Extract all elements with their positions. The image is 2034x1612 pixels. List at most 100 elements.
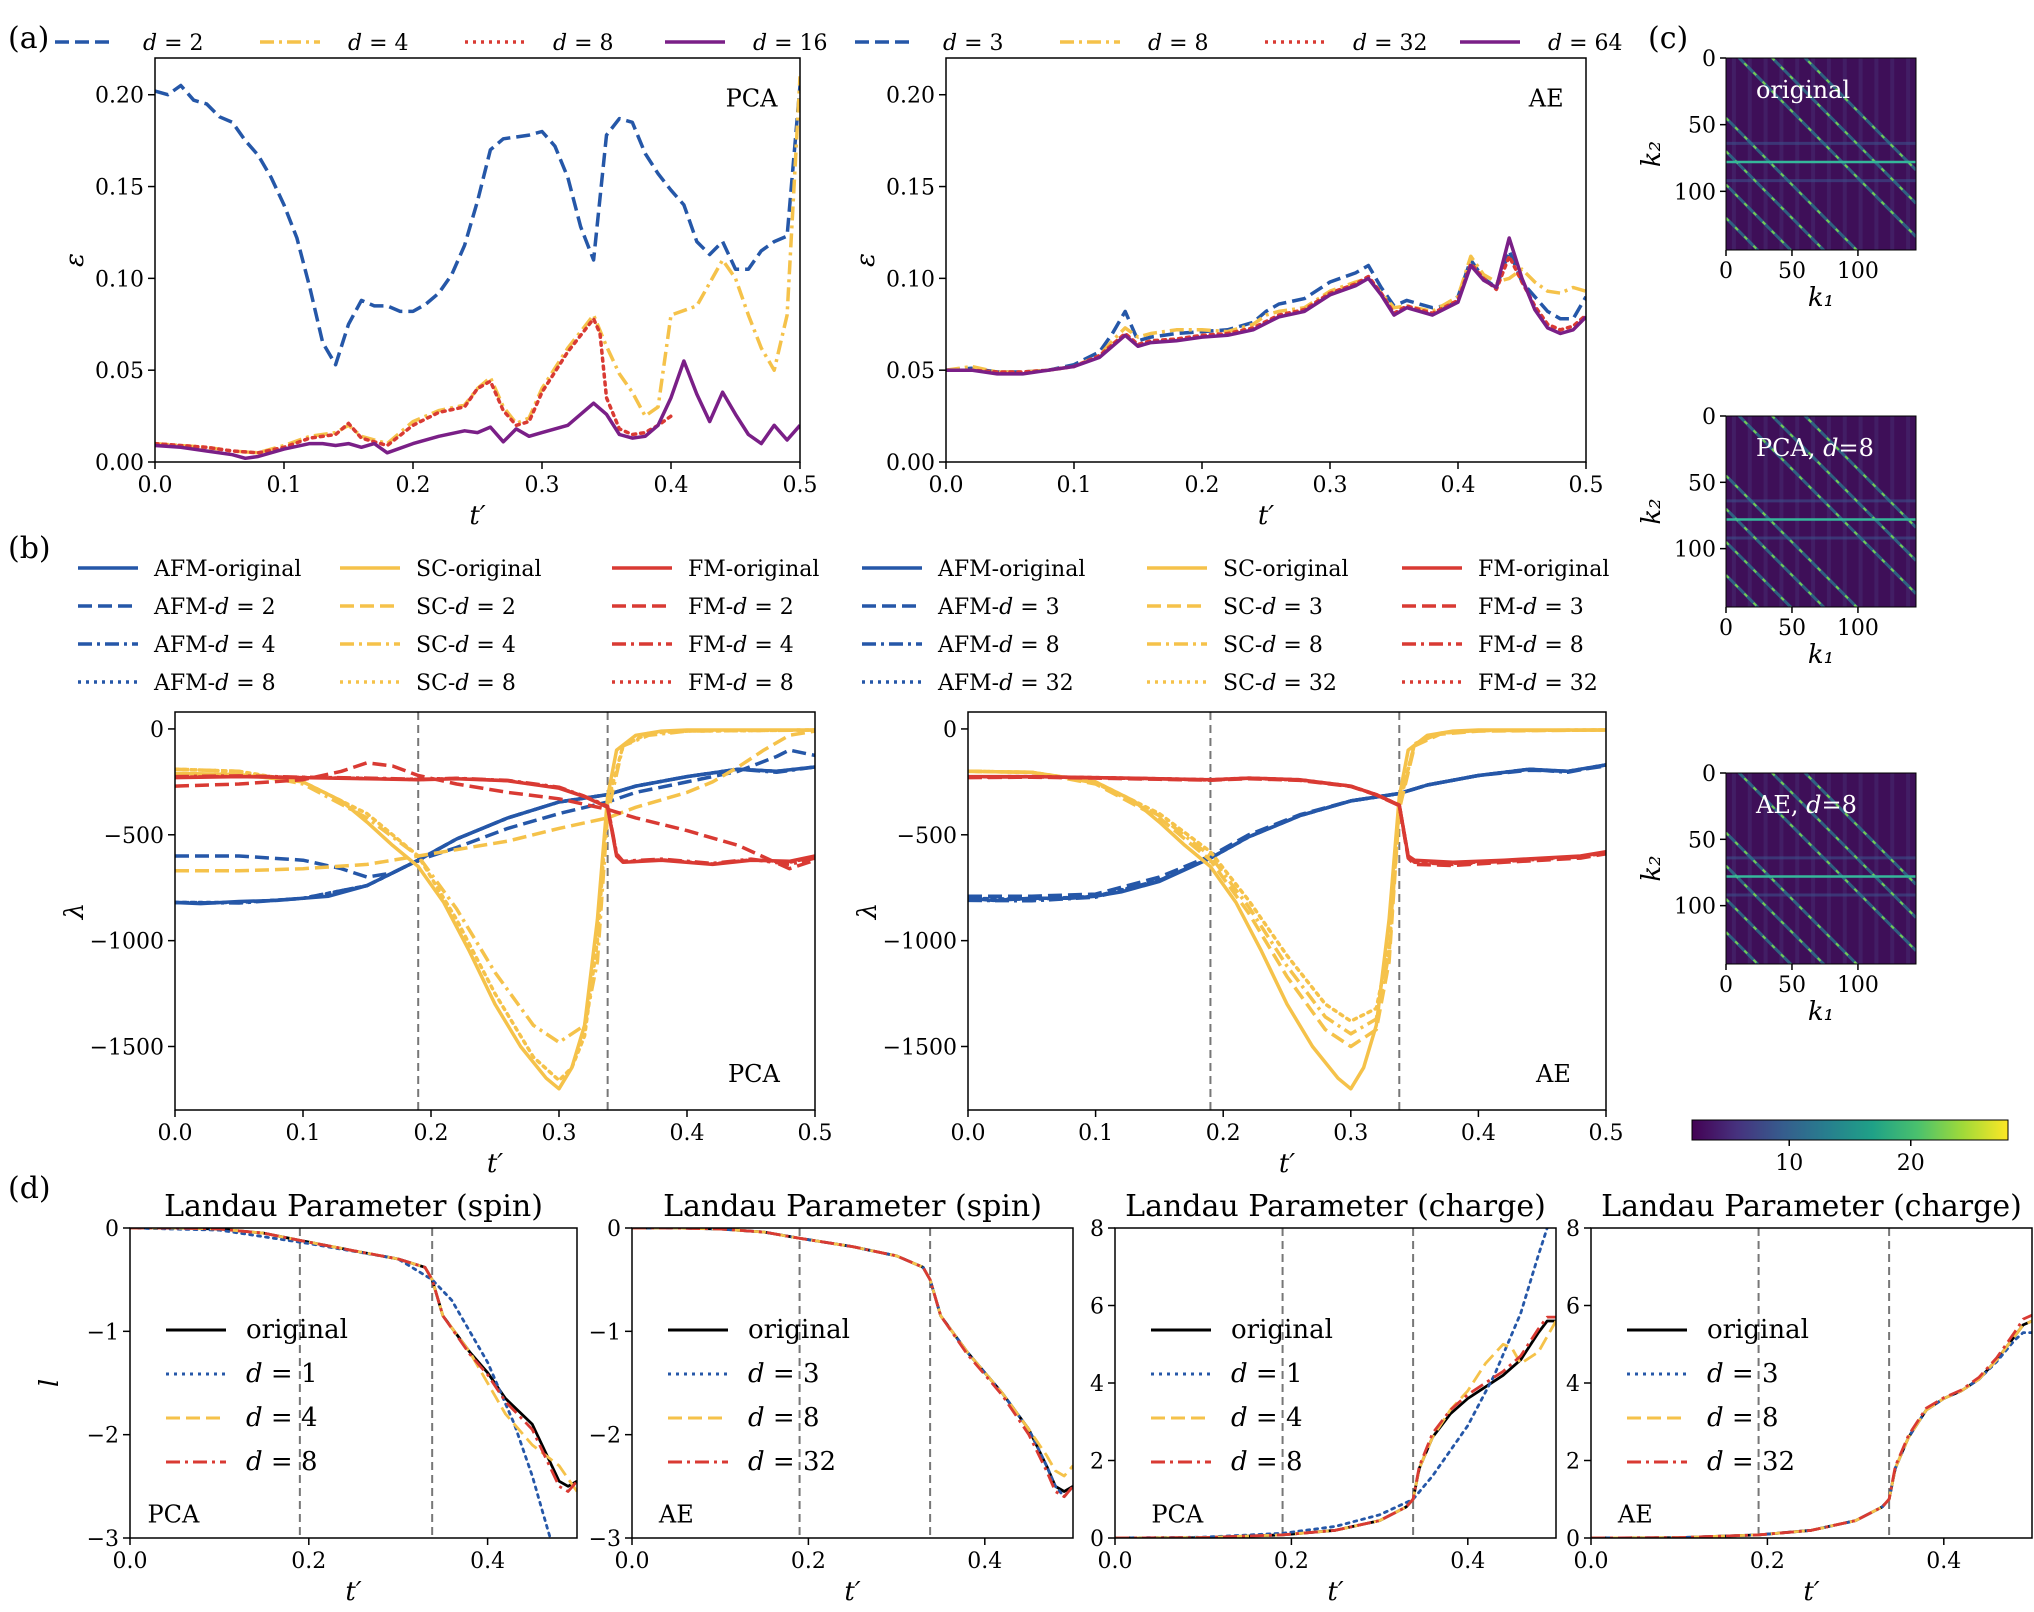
legend-b-suffix: = 8	[469, 671, 515, 696]
x-tick-label: 0.2	[414, 1121, 449, 1146]
legend-b-label: AFM-original	[153, 557, 301, 582]
legend-b-prefix: AFM-	[153, 671, 215, 696]
legend-a-label: d = 4	[348, 31, 409, 56]
x-tick-label: 50	[1778, 616, 1806, 641]
y-tick-label: 0	[1702, 762, 1716, 787]
legend-b-prefix: SC-	[1223, 633, 1262, 658]
y-tick-label: −1500	[883, 1035, 957, 1060]
legend-b-label: AFM-d = 3	[937, 595, 1060, 620]
legend-rest: = 1	[263, 1359, 318, 1389]
legend-b-prefix: SC-	[416, 595, 455, 620]
panel-label-c: (c)	[1648, 21, 1688, 56]
legend-label: d = 4	[1231, 1403, 1303, 1433]
x-tick-label: 0.5	[1589, 1121, 1624, 1146]
y-tick-label: 0.15	[886, 176, 935, 201]
legend-b-label: AFM-d = 8	[937, 633, 1060, 658]
legend-b-var: d	[999, 671, 1013, 696]
legend-b-suffix: = 32	[1013, 671, 1073, 696]
x-tick-label: 50	[1778, 973, 1806, 998]
x-tick-label: 50	[1778, 259, 1806, 284]
legend-b-label: SC-d = 4	[416, 633, 516, 658]
legend-a-rest: = 3	[957, 31, 1003, 56]
x-tick-label: 0.3	[1313, 473, 1348, 498]
x-tick-label: 0.4	[1450, 1549, 1485, 1574]
diagonal-band	[1726, 183, 1793, 250]
series-AFM-original	[175, 765, 815, 906]
series-d-8	[632, 1228, 1073, 1478]
x-axis-label: t′	[1258, 501, 1274, 531]
legend-b-label: AFM-d = 4	[153, 633, 276, 658]
series-SC-d-4	[175, 728, 815, 1045]
y-axis-label: ε	[851, 253, 881, 267]
legend-b-label: SC-d = 8	[416, 671, 516, 696]
series-AFM-d-32	[968, 763, 1606, 902]
x-axis-label: t′	[1803, 1577, 1819, 1607]
colorbar-tick-label: 20	[1897, 1151, 1925, 1176]
legend-b-prefix: FM-	[688, 633, 733, 658]
legend-b-suffix: = 32	[1537, 671, 1597, 696]
chart-title: Landau Parameter (charge)	[1125, 1189, 1546, 1224]
legend-a-var: d	[553, 31, 567, 56]
legend-var: d	[1231, 1359, 1248, 1389]
legend-b-prefix: FM-original	[688, 557, 819, 582]
series-d-4	[130, 1228, 577, 1493]
y-tick-label: 0.20	[95, 84, 144, 109]
legend-var: d	[246, 1403, 263, 1433]
y-tick-label: 8	[1566, 1217, 1580, 1242]
series-original	[1591, 1319, 2032, 1538]
x-axis-label: t′	[1327, 1577, 1343, 1607]
legend-label: original	[246, 1315, 348, 1345]
axes-frame	[174, 711, 816, 1111]
x-tick-label: 0.5	[1569, 473, 1604, 498]
y-tick-label: 4	[1090, 1372, 1104, 1397]
y-tick-label: 4	[1566, 1372, 1580, 1397]
annot-prefix: AE,	[1755, 791, 1806, 819]
y-axis-label: ε	[60, 253, 90, 267]
series-d-64	[946, 236, 1586, 376]
legend-b-var: d	[1262, 633, 1276, 658]
series-d-3	[946, 249, 1586, 374]
legend-b-var: d	[733, 595, 747, 620]
legend-var: d	[246, 1447, 263, 1477]
series-original	[130, 1228, 577, 1488]
y-axis-label: k₂	[1637, 498, 1667, 524]
diagonal-band	[1726, 474, 1859, 607]
y-tick-label: −1	[589, 1320, 621, 1345]
legend-b-label: SC-d = 3	[1223, 595, 1323, 620]
legend-rest: = 4	[263, 1403, 318, 1433]
legend-b-prefix: AFM-	[153, 595, 215, 620]
x-tick-label: 0.0	[113, 1549, 148, 1574]
legend-a-rest: = 64	[1562, 31, 1622, 56]
y-tick-label: 0.10	[95, 267, 144, 292]
legend-a-rest: = 8	[1162, 31, 1208, 56]
x-axis-label: k₁	[1808, 283, 1834, 313]
y-tick-label: 8	[1090, 1217, 1104, 1242]
legend-b-var: d	[215, 671, 229, 696]
legend-a-rest: = 2	[157, 31, 203, 56]
y-tick-label: 0	[943, 718, 957, 743]
y-tick-label: 0	[105, 1217, 119, 1242]
legend-b-label: FM-d = 8	[1478, 633, 1584, 658]
legend-b-prefix: AFM-	[153, 633, 215, 658]
panel-label-d: (d)	[8, 1171, 51, 1206]
heatmap-annotation: PCA, d=8	[1756, 434, 1874, 462]
x-axis-label: t′	[345, 1577, 361, 1607]
legend-rest: = 1	[1248, 1359, 1303, 1389]
legend-b-prefix: FM-	[1478, 633, 1523, 658]
legend-label: d = 32	[748, 1447, 836, 1477]
y-tick-label: 0.00	[95, 451, 144, 476]
x-tick-label: 100	[1837, 973, 1879, 998]
y-tick-label: −1	[87, 1320, 119, 1345]
x-tick-label: 0.5	[798, 1121, 833, 1146]
chart-title: Landau Parameter (spin)	[663, 1189, 1042, 1224]
x-axis-label: t′	[844, 1577, 860, 1607]
legend-b-var: d	[215, 633, 229, 658]
y-tick-label: −500	[104, 824, 164, 849]
diagonal-streak	[1803, 773, 1916, 886]
x-tick-label: 0.4	[1926, 1549, 1961, 1574]
legend-b-label: FM-d = 2	[688, 595, 794, 620]
x-tick-label: 0.0	[1574, 1549, 1609, 1574]
legend-b-suffix: = 3	[1013, 595, 1059, 620]
y-tick-label: 0.05	[95, 359, 144, 384]
series-d-2	[155, 83, 800, 367]
